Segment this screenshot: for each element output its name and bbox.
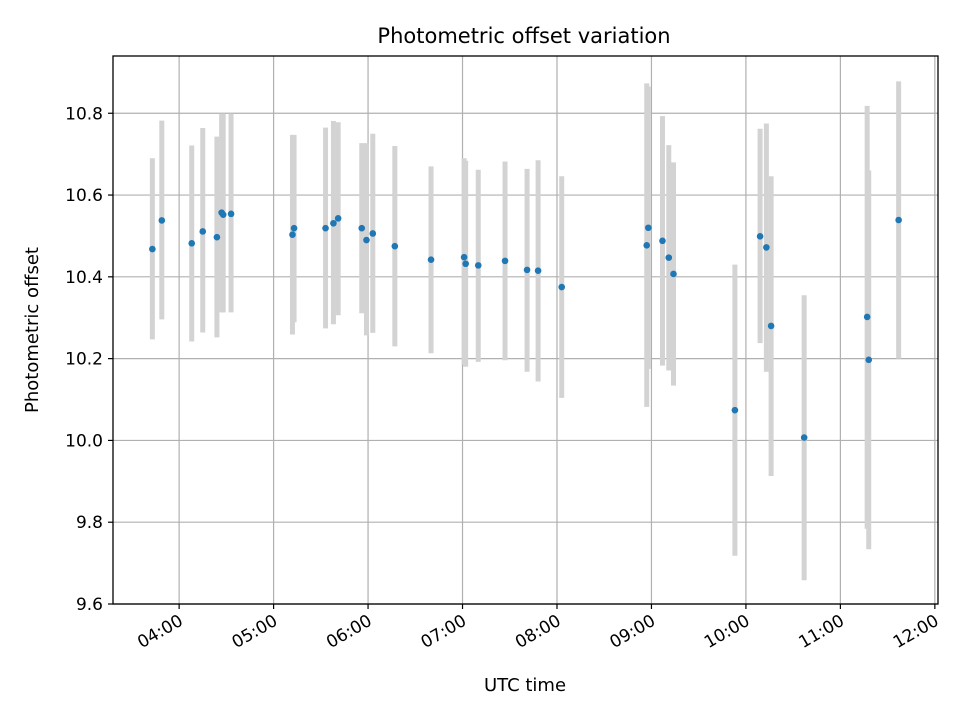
data-point	[149, 245, 156, 253]
y-tick-label: 10.6	[65, 186, 103, 206]
data-point	[334, 215, 342, 222]
data-point	[462, 260, 469, 268]
data-point	[358, 224, 366, 232]
data-point	[391, 242, 399, 250]
y-tick-label: 10.4	[65, 268, 103, 288]
data-point	[227, 210, 235, 218]
data-point	[523, 266, 531, 274]
data-point	[534, 267, 542, 275]
data-point	[213, 233, 221, 241]
y-tick-label: 10.2	[65, 350, 103, 370]
y-axis-ticks: 9.6 9.8 10.0 10.2 10.4 10.6 10.8	[65, 104, 113, 615]
data-points	[149, 209, 902, 441]
data-point	[289, 231, 296, 239]
data-point	[363, 236, 370, 244]
data-point	[659, 237, 666, 245]
x-axis-label: UTC time	[484, 675, 566, 696]
y-tick-label: 9.8	[76, 513, 103, 533]
data-point	[643, 242, 651, 249]
chart-title: Photometric offset variation	[377, 24, 670, 48]
y-tick-label: 9.6	[76, 595, 103, 615]
data-point	[188, 240, 196, 247]
data-point	[290, 224, 298, 232]
data-point	[427, 256, 435, 263]
data-point	[474, 262, 482, 269]
y-axis-label: Photometric offset	[22, 247, 43, 413]
data-point	[558, 283, 566, 291]
data-point	[800, 434, 808, 441]
data-point	[731, 406, 739, 414]
data-point	[199, 228, 207, 235]
data-point	[322, 224, 329, 232]
data-point	[460, 253, 468, 261]
data-point	[763, 244, 770, 251]
y-tick-label: 10.0	[65, 431, 103, 451]
data-point	[865, 356, 873, 364]
data-point	[158, 217, 166, 224]
data-point	[501, 257, 509, 265]
data-point	[756, 233, 764, 240]
data-point	[645, 224, 652, 232]
y-tick-label: 10.8	[65, 104, 103, 124]
data-point	[369, 230, 377, 237]
data-point	[670, 270, 677, 278]
plot-frame	[112, 55, 939, 605]
data-point	[895, 216, 902, 224]
data-point	[330, 219, 337, 227]
data-point	[767, 322, 775, 330]
data-point	[665, 254, 673, 261]
data-point	[219, 211, 227, 218]
data-point	[863, 313, 871, 321]
